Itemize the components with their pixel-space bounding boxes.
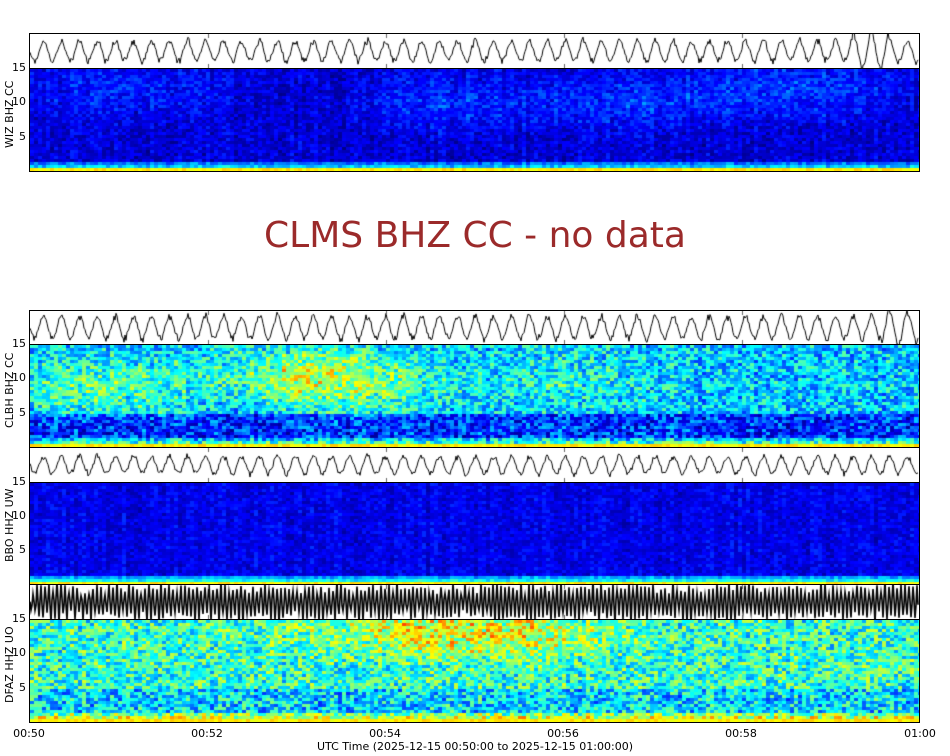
bbo-waveform-trace	[29, 447, 920, 483]
xtick-0054: 00:54	[369, 727, 401, 740]
ytick-5: 5	[19, 130, 26, 143]
ytick-10: 10	[12, 95, 26, 108]
ytick-5: 5	[19, 681, 26, 694]
bbo-spectrogram	[29, 482, 920, 585]
wiz-spectrogram	[29, 68, 920, 172]
x-axis-label: UTC Time (2025-12-15 00:50:00 to 2025-12…	[317, 740, 633, 753]
wiz-waveform-trace	[29, 33, 920, 69]
ytick-10: 10	[12, 646, 26, 659]
xtick-0056: 00:56	[547, 727, 579, 740]
clbh-spectrogram	[29, 344, 920, 448]
ytick-5: 5	[19, 406, 26, 419]
ytick-15: 15	[12, 61, 26, 74]
ytick-10: 10	[12, 509, 26, 522]
ytick-15: 15	[12, 475, 26, 488]
dfaz-waveform-trace	[29, 584, 920, 620]
ytick-5: 5	[19, 543, 26, 556]
ytick-15: 15	[12, 337, 26, 350]
xtick-0100: 01:00	[904, 727, 936, 740]
clbh-waveform-trace	[29, 310, 920, 345]
ytick-15: 15	[12, 612, 26, 625]
dfaz-spectrogram	[29, 619, 920, 723]
no-data-message: CLMS BHZ CC - no data	[264, 215, 686, 256]
xtick-0050: 00:50	[13, 727, 45, 740]
ytick-10: 10	[12, 371, 26, 384]
xtick-0058: 00:58	[725, 727, 757, 740]
xtick-0052: 00:52	[191, 727, 223, 740]
